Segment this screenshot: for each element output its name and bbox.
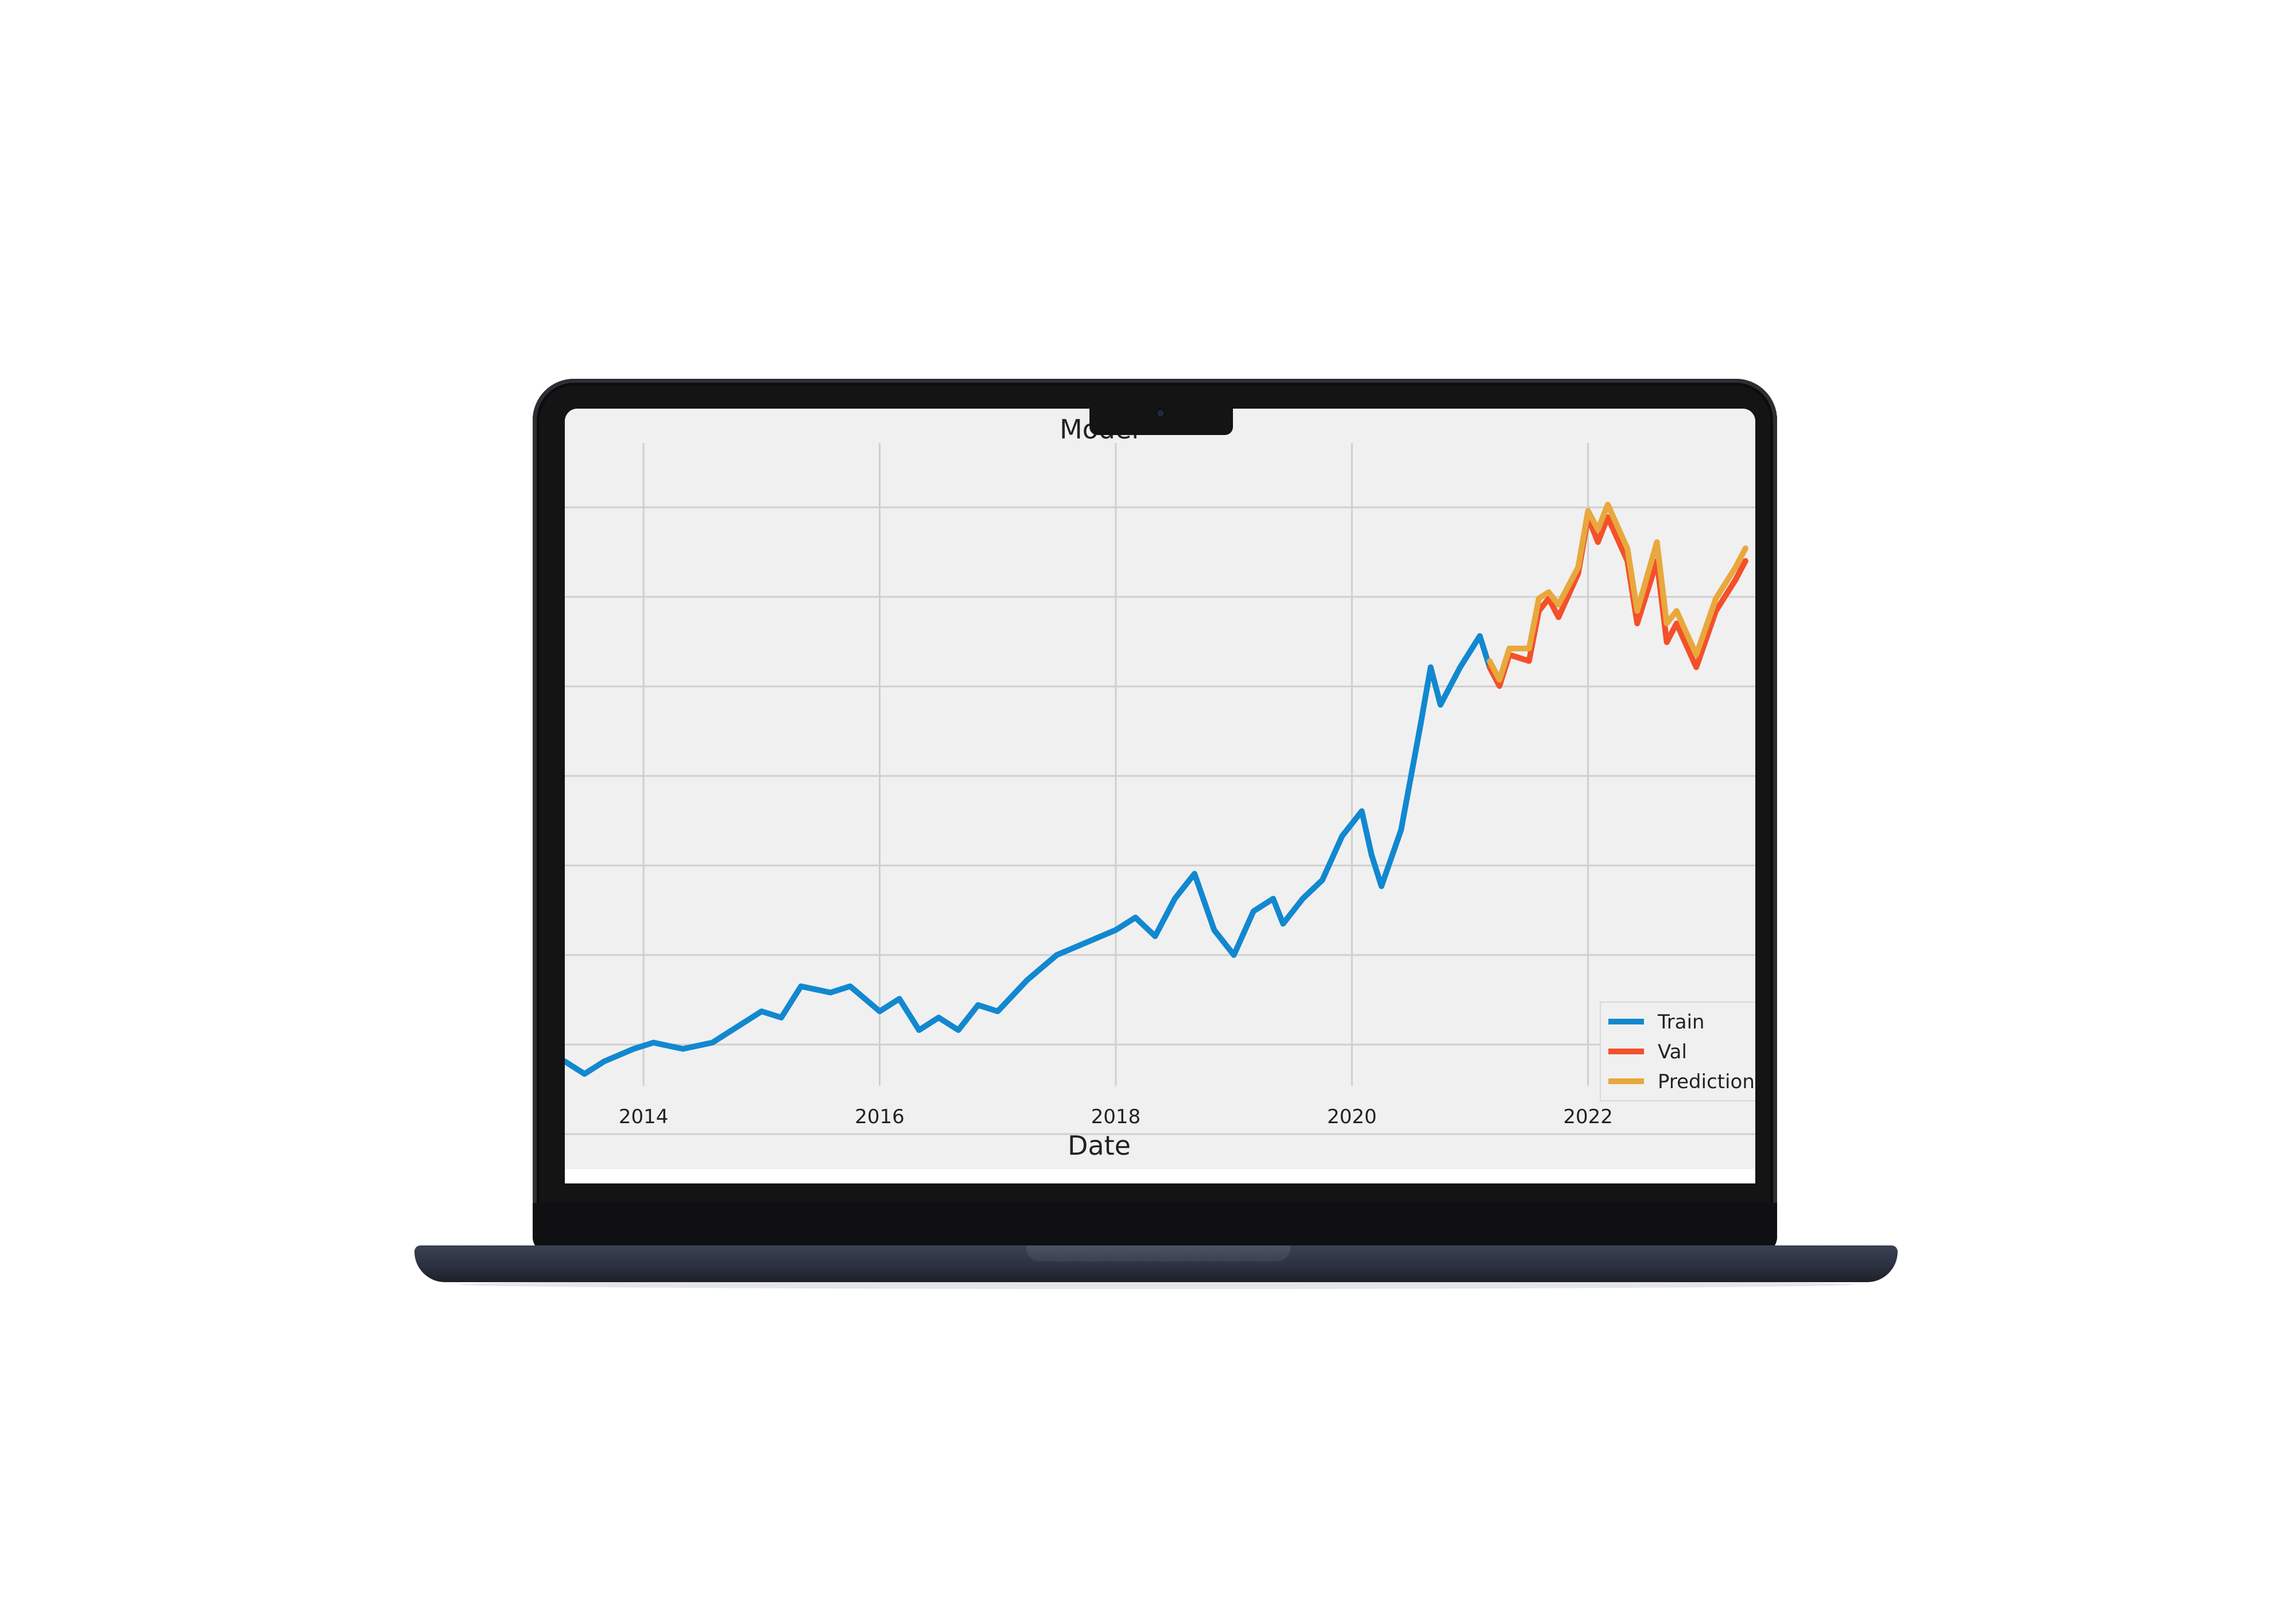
x-axis-label: Date [1068, 1130, 1131, 1161]
screen-bottom-strip [565, 1169, 1755, 1183]
plot-background [565, 409, 1755, 1183]
camera-icon [1157, 410, 1164, 417]
x-tick-label: 2016 [855, 1105, 905, 1128]
x-tick-labels: 2014 2016 2018 2020 2022 [619, 1105, 1613, 1128]
legend: Train Val Predictions [1600, 1002, 1755, 1101]
legend-label: Train [1657, 1011, 1705, 1034]
laptop-trackpad-notch [1026, 1245, 1290, 1261]
x-tick-label: 2020 [1327, 1105, 1377, 1128]
x-tick-label: 2018 [1091, 1105, 1141, 1128]
legend-label: Predictions [1658, 1070, 1755, 1093]
laptop-shadow [459, 1280, 1854, 1289]
series-line-val [1487, 514, 1748, 689]
gridlines [565, 443, 1755, 1135]
series-line-predictions [1487, 502, 1748, 683]
x-tick-label: 2014 [619, 1105, 669, 1128]
x-tick-label: 2022 [1563, 1105, 1613, 1128]
legend-label: Val [1658, 1041, 1687, 1063]
series-lines [565, 502, 1748, 1077]
laptop-bezel-chin [533, 1203, 1777, 1252]
series-line-train [565, 633, 1493, 1077]
